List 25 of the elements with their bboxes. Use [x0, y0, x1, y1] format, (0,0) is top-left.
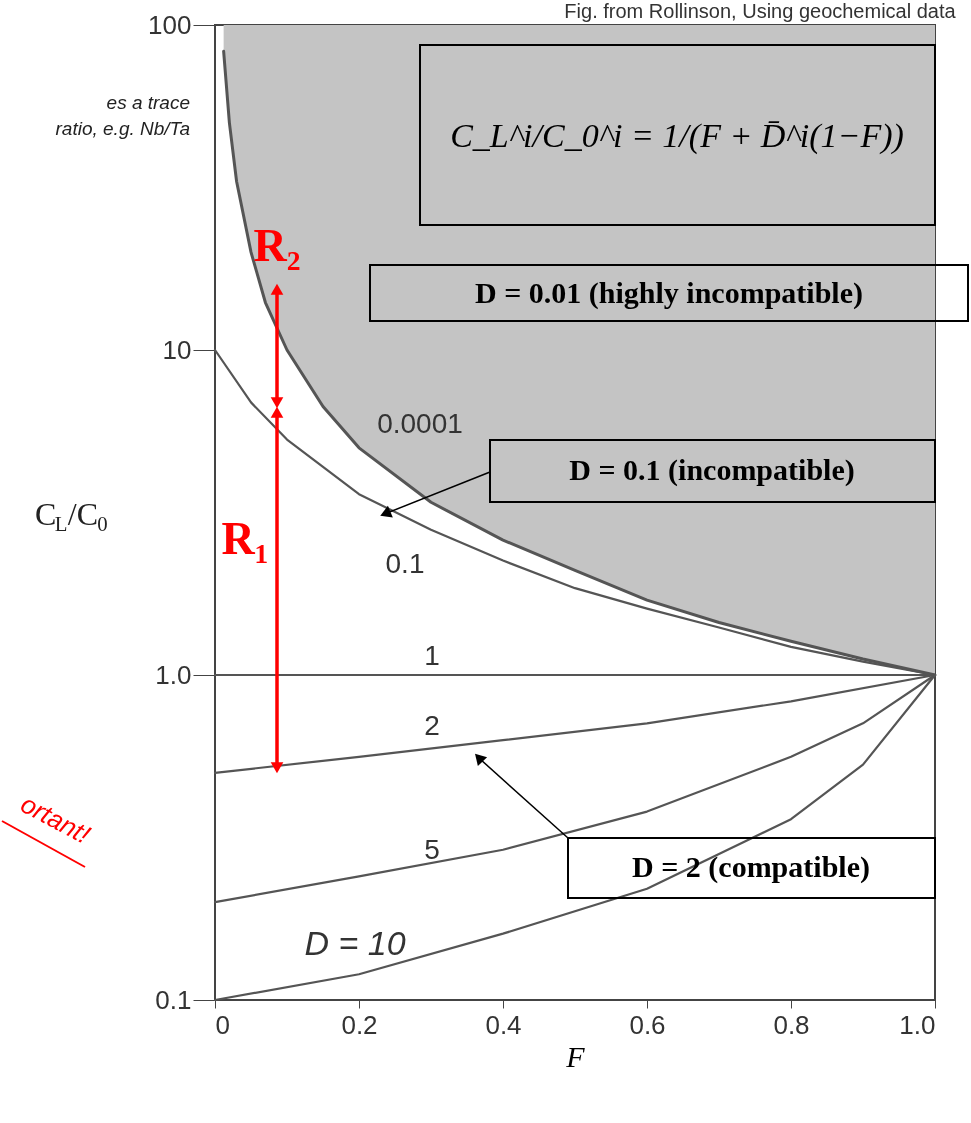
x-tick-label: 0.8	[773, 1009, 810, 1040]
y-tick-label: 100	[148, 9, 192, 40]
y-tick-label: 0.1	[155, 984, 192, 1015]
x-tick-label: 1.0	[899, 1009, 936, 1040]
x-tick-label: 0.6	[629, 1009, 666, 1040]
annotation: R₁	[221, 513, 269, 564]
x-tick-label: 0	[215, 1009, 230, 1040]
annotation: R₂	[253, 220, 301, 271]
text: es a trace ratio, e.g. Nb/Ta	[55, 92, 190, 139]
annotation: D = 0.01 (highly incompatible)	[475, 276, 863, 310]
series-label: 2	[424, 710, 440, 741]
series-label: D = 10	[304, 924, 406, 962]
y-tick-label: 1.0	[155, 659, 192, 690]
series-label: 1	[424, 640, 440, 671]
x-tick-label: 0.4	[485, 1009, 522, 1040]
chart-title: Fig. from Rollinson, Using geochemical data	[564, 0, 957, 22]
text: ortant!	[15, 788, 96, 850]
y-tick-label: 10	[162, 334, 192, 365]
annotation: D = 0.1 (incompatible)	[569, 453, 855, 487]
x-tick-label: 0.2	[341, 1009, 378, 1040]
series-label: 0.0001	[377, 408, 463, 439]
annotation: C_L^i/C_0^i = 1/(F + D̄^i(1−F))	[450, 117, 904, 155]
x-axis-title: F	[565, 1039, 586, 1073]
series-label: 0.1	[385, 548, 425, 579]
series-label: 5	[424, 834, 440, 865]
